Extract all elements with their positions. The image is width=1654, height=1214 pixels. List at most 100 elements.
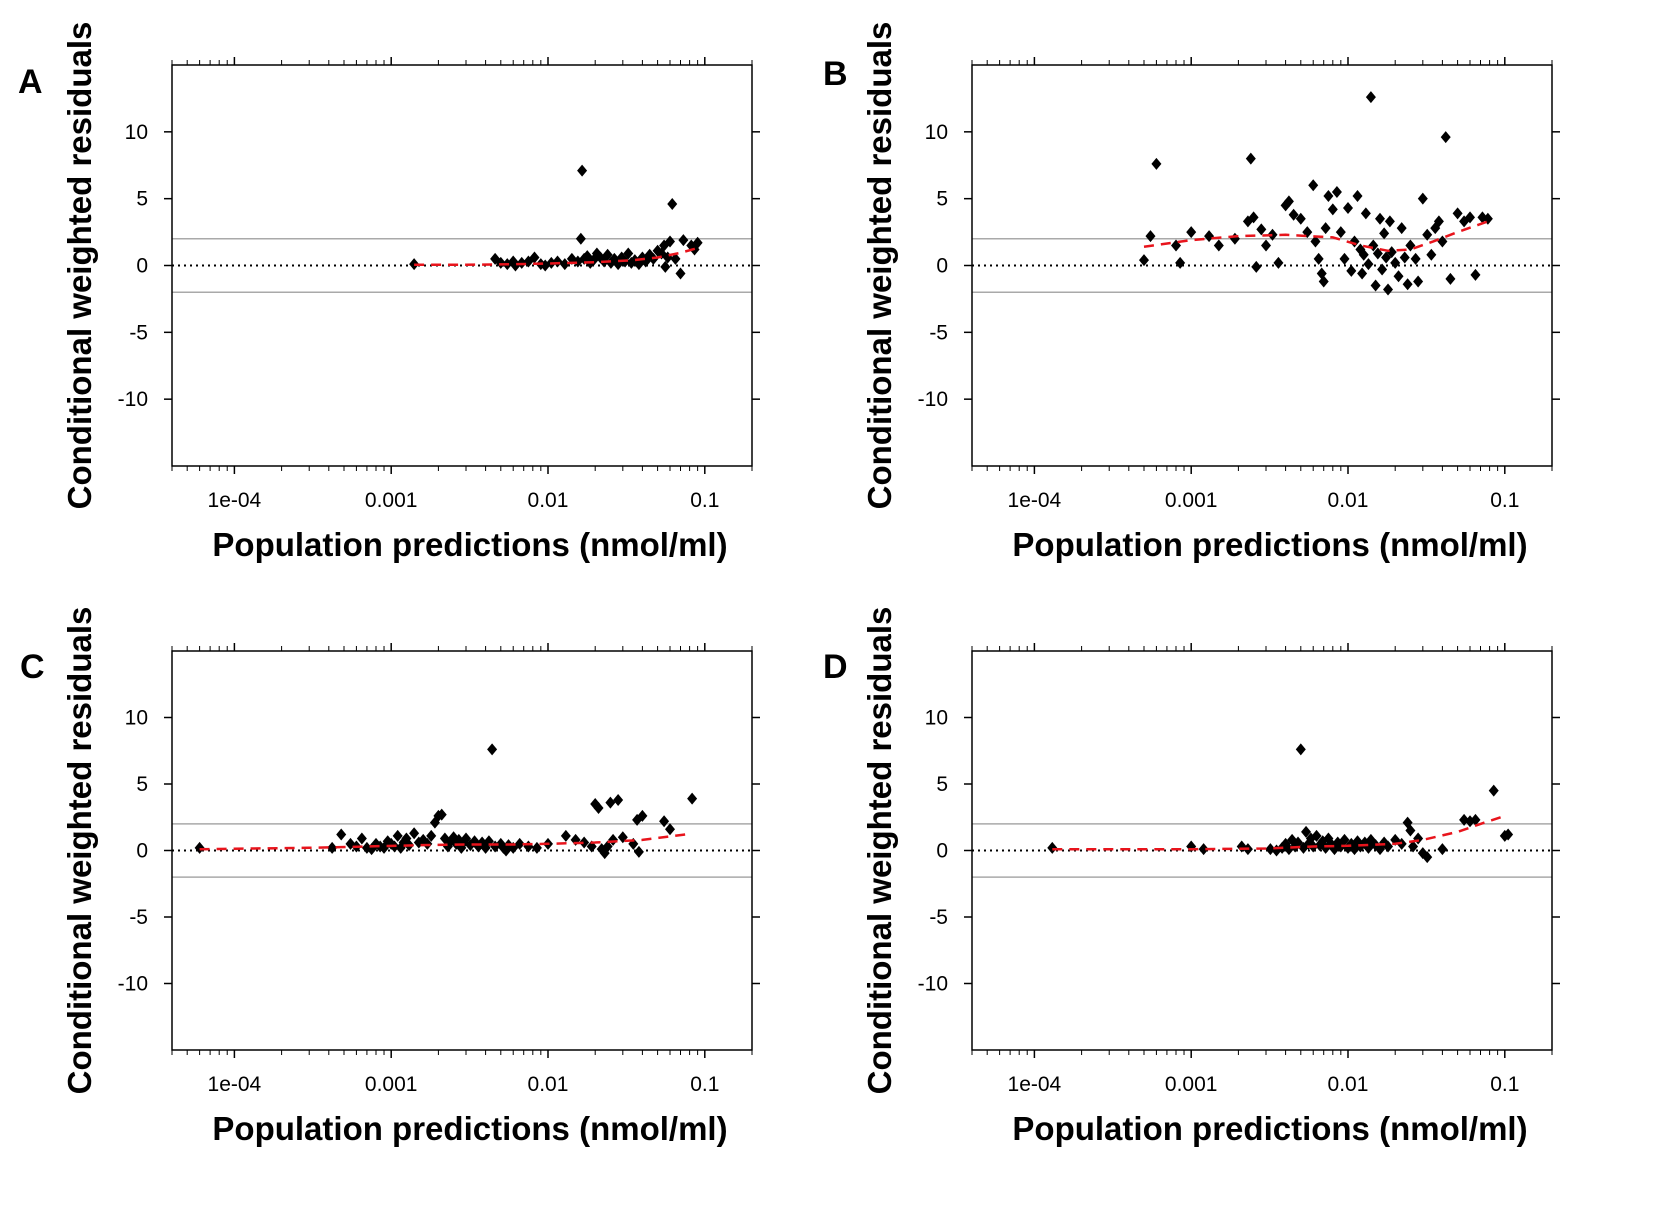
data-point [436,808,447,821]
y-tick-label: -10 [118,388,148,411]
data-point [579,836,590,849]
data-point [1405,824,1416,837]
data-point [1503,828,1514,841]
data-point [665,235,676,248]
y-tick-label: -5 [129,321,148,344]
data-point [426,829,437,842]
data-point [1339,252,1350,265]
data-point [1204,230,1215,243]
data-point [1422,851,1433,864]
y-tick-label: 10 [925,121,948,144]
data-point [1470,268,1481,281]
data-point [1470,813,1481,826]
data-point [665,823,676,836]
data-point [1229,232,1240,245]
x-axis-title: Population predictions (nmol/ml) [212,526,727,563]
data-point [1396,222,1407,235]
data-point [1342,202,1353,215]
y-tick-label: 5 [936,773,948,796]
data-point [1346,264,1357,277]
x-axis-title: Population predictions (nmol/ml) [212,1110,727,1147]
y-tick-label: 5 [136,773,148,796]
data-point [1256,223,1267,236]
data-point [687,792,698,805]
data-point [659,815,670,828]
x-tick-label: 1e-04 [1008,489,1062,512]
x-tick-label: 1e-04 [1008,1073,1062,1096]
data-point [409,827,420,840]
data-point [1358,248,1369,261]
data-point [660,260,671,273]
data-point [1245,152,1256,165]
y-axis-title: Conditional weighted residuals [861,22,898,510]
data-point [1452,207,1463,220]
data-point [1331,185,1342,198]
data-point [1383,283,1394,296]
data-point [1365,91,1376,104]
data-point [1273,256,1284,269]
data-point [1313,252,1324,265]
data-point [392,829,403,842]
x-tick-label: 0.1 [690,489,719,512]
data-point [1433,215,1444,228]
smooth-trend-line [1052,814,1506,851]
data-point [1198,843,1209,856]
data-point [637,809,648,822]
panel-letter-c: C [20,648,45,686]
y-tick-label: 5 [136,188,148,211]
data-point [1370,279,1381,292]
data-point [1410,252,1421,265]
data-point [1327,203,1338,216]
data-point [559,258,570,271]
data-point [1318,275,1329,288]
data-point [593,801,604,814]
data-point [1320,222,1331,235]
y-tick-label: 10 [125,121,148,144]
y-axis-title: Conditional weighted residuals [61,607,98,1095]
data-point [1175,256,1186,269]
data-point [1393,270,1404,283]
y-tick-label: 10 [925,707,948,730]
data-point [560,829,571,842]
y-tick-label: 0 [136,255,148,278]
data-point [670,252,681,265]
y-tick-label: -10 [918,388,948,411]
data-point [514,837,525,850]
data-point [1308,179,1319,192]
y-tick-label: -5 [929,906,948,929]
x-tick-label: 0.01 [528,1073,569,1096]
data-point [1383,840,1394,853]
data-point [1440,131,1451,144]
data-point [572,255,583,268]
data-point [1417,192,1428,205]
data-point [1186,226,1197,239]
data-point [633,845,644,858]
x-axis-title: Population predictions (nmol/ml) [1012,1110,1527,1147]
x-tick-label: 0.001 [1165,489,1218,512]
data-point [1488,784,1499,797]
data-point [575,232,586,245]
data-point [336,828,347,841]
panel-b: B 1e-04 0.001 0.01 0.1 -10 -5 0 5 10 Population pr… [823,22,1560,563]
y-axis-title: Conditional weighted residuals [861,607,898,1095]
panel-letter-b: B [823,55,848,93]
data-point [1295,212,1306,225]
panel-d: D 1e-04 0.001 0.01 0.1 -10 -5 0 5 10 Population pr… [823,607,1560,1147]
x-tick-label: 0.01 [528,489,569,512]
data-point [1405,239,1416,252]
data-point [1422,228,1433,241]
x-tick-label: 0.1 [690,1073,719,1096]
y-tick-label: -10 [918,973,948,996]
y-tick-label: 10 [125,707,148,730]
y-tick-label: -10 [118,973,148,996]
data-point [613,793,624,806]
data-point [1283,195,1294,208]
data-point [1310,235,1321,248]
data-point [1357,267,1368,280]
x-tick-label: 1e-04 [208,489,262,512]
data-point [623,247,634,260]
data-point [1437,843,1448,856]
smooth-trend-line [414,246,698,267]
data-point [1390,256,1401,269]
data-point [1352,189,1363,202]
